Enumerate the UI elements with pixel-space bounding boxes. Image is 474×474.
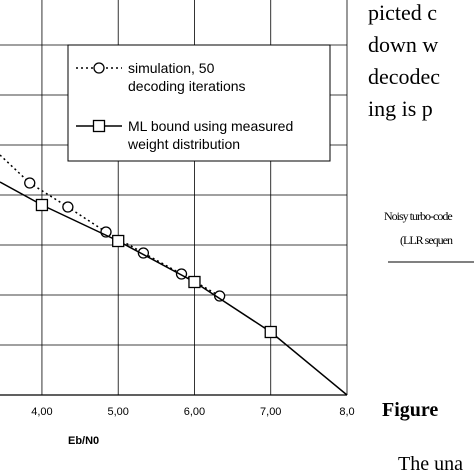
- body-text: ing is p: [368, 96, 433, 121]
- x-tick-label: 4,00: [31, 406, 52, 418]
- body-text: decodec: [368, 64, 440, 89]
- x-tick-label: 6,00: [184, 406, 205, 418]
- x-tick-label: 5,00: [107, 406, 128, 418]
- series-line: [0, 181, 348, 396]
- body-text: down w: [368, 32, 438, 57]
- marker: [264, 325, 277, 339]
- figure-label: Figure: [382, 399, 438, 421]
- x-axis-label: Eb/N0: [68, 435, 99, 447]
- caption: (LLR sequen: [400, 233, 453, 247]
- legend-label: ML bound using measured weight distributi…: [127, 118, 293, 152]
- marker: [62, 201, 74, 213]
- marker: [112, 234, 125, 248]
- marker: [35, 198, 49, 212]
- legend-label: simulation, 50 decoding iterations: [128, 60, 246, 94]
- caption: Noisy turbo-code: [384, 209, 452, 223]
- body-text: picted c: [368, 0, 437, 25]
- body-text: The una: [398, 453, 463, 474]
- marker: [24, 177, 36, 189]
- legend-marker: [92, 119, 106, 133]
- x-tick-label: 8,0: [339, 406, 354, 418]
- legend: [67, 44, 331, 162]
- marker: [188, 275, 201, 289]
- legend-marker: [93, 62, 105, 74]
- x-tick-label: 7,00: [260, 406, 281, 418]
